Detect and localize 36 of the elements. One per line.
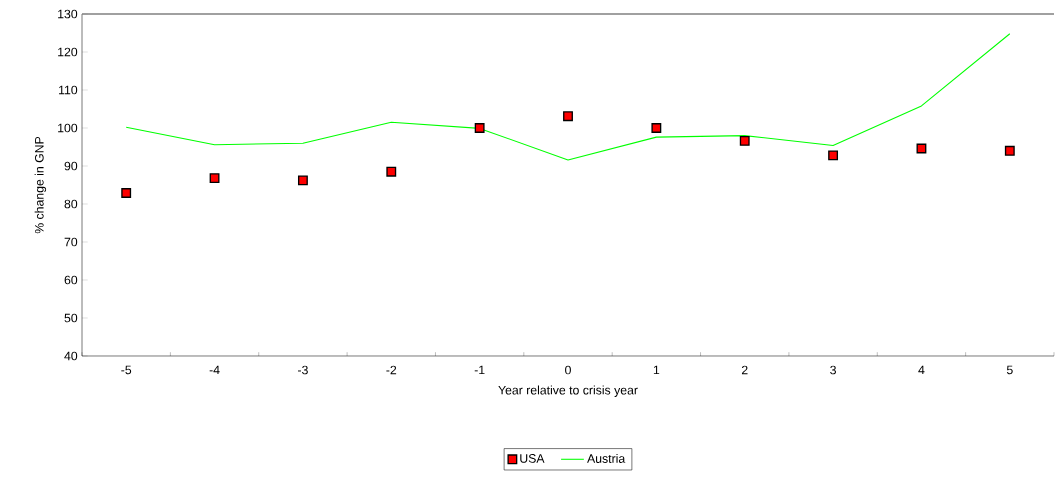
x-tick-label: 5 xyxy=(1006,365,1013,375)
x-tick-label: -5 xyxy=(121,365,132,375)
line-series xyxy=(125,33,1011,161)
point xyxy=(386,166,397,177)
y-axis-title: % change in GNP xyxy=(34,136,47,234)
point xyxy=(651,123,662,133)
y-tick-label: 80 xyxy=(64,199,78,209)
x-tick-label: 0 xyxy=(565,365,571,375)
y-tick-label: 90 xyxy=(64,161,78,171)
x-tick-label: 2 xyxy=(741,365,748,375)
y-tick-label: 120 xyxy=(58,47,78,57)
y-tick-label: 130 xyxy=(58,9,78,19)
x-tick-label: -4 xyxy=(209,365,220,375)
point xyxy=(828,150,839,161)
legend-label: USA xyxy=(520,454,545,463)
x-tick-label: 1 xyxy=(653,365,660,375)
legend-label: Austria xyxy=(587,453,626,463)
x-tick-label: -1 xyxy=(474,365,485,375)
point xyxy=(739,135,750,146)
y-tick-label: 40 xyxy=(64,351,78,361)
x-tick-label: 4 xyxy=(918,365,925,375)
x-tick-label: -3 xyxy=(298,365,308,375)
point xyxy=(563,111,573,122)
y-tick-label: 100 xyxy=(58,123,78,133)
x-tick-label: 3 xyxy=(830,365,836,375)
x-tick-label: -2 xyxy=(386,365,397,375)
x-axis-title: Year relative to crisis year xyxy=(498,385,638,397)
y-tick-label: 70 xyxy=(64,237,78,247)
point xyxy=(121,188,132,198)
y-tick-label: 50 xyxy=(64,313,78,323)
point xyxy=(297,175,308,186)
point xyxy=(474,123,485,133)
point xyxy=(209,173,220,184)
y-tick-label: 60 xyxy=(64,275,78,285)
point xyxy=(1004,145,1015,156)
y-tick-label: 110 xyxy=(59,85,78,95)
